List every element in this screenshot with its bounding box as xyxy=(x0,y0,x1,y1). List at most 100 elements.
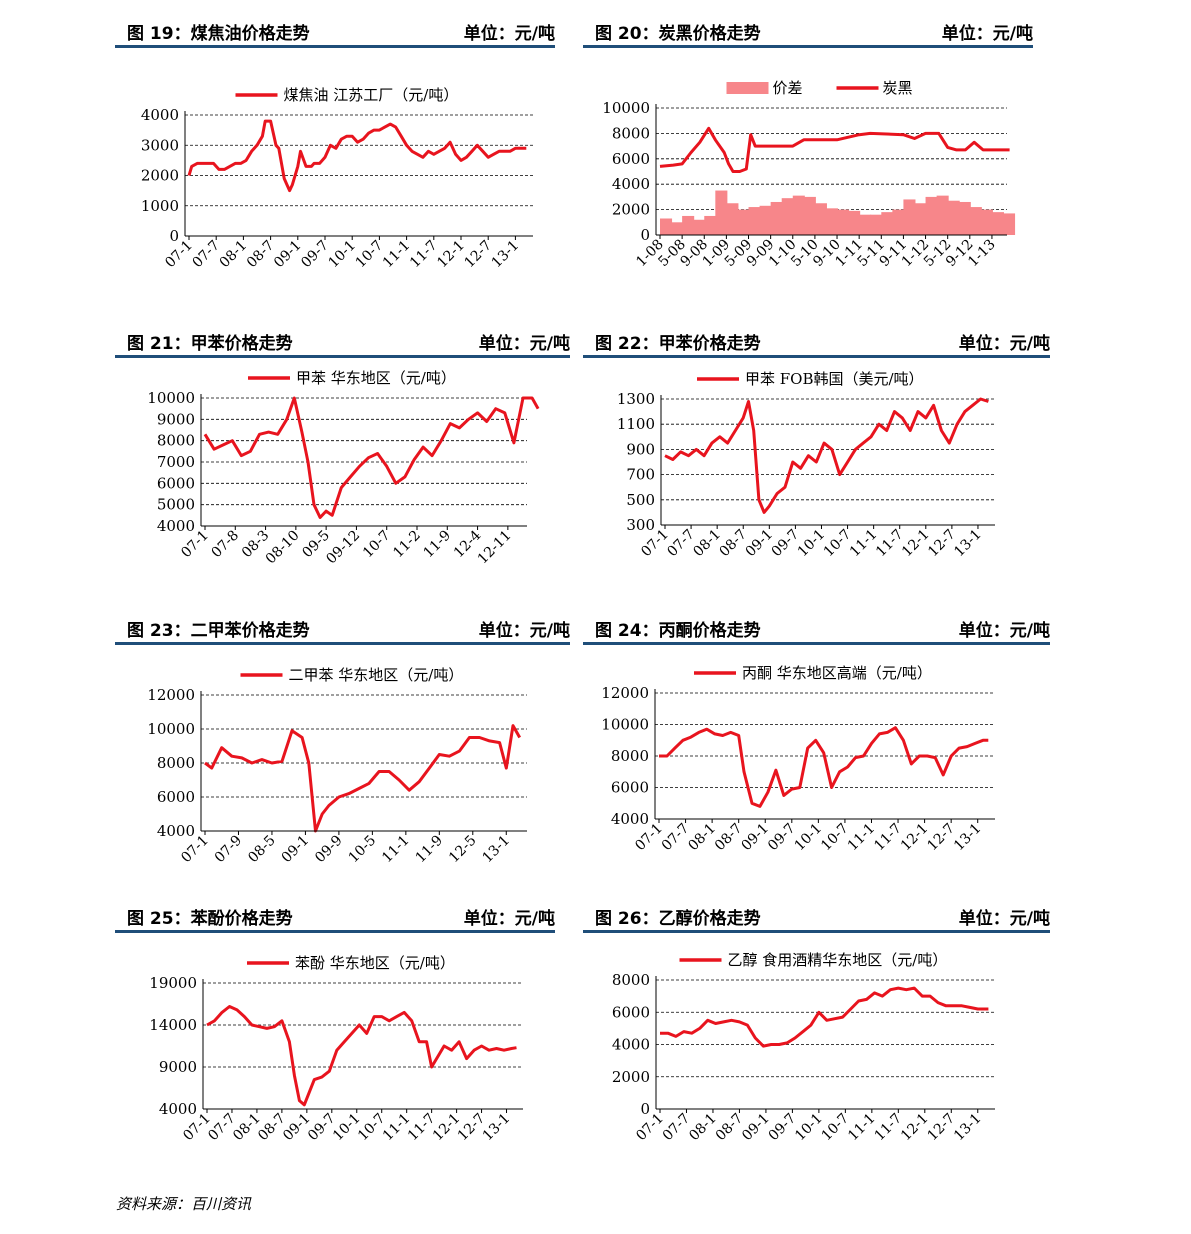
chart-fig22: 3005007009001100130007-107-708-108-709-1… xyxy=(617,370,995,561)
bar xyxy=(748,207,761,235)
x-tick-label: 10-7 xyxy=(818,821,852,855)
x-tick-label: 12-7 xyxy=(925,1111,959,1145)
x-tick-label: 11-1 xyxy=(379,833,413,867)
x-tick-label: 11-7 xyxy=(405,1111,439,1145)
chart-unit: 单位：元/吨 xyxy=(478,334,570,354)
y-tick-label: 8000 xyxy=(612,124,650,142)
panel-header: 图 26：乙醇价格走势 单位：元/吨 xyxy=(583,900,1050,933)
x-tick-label: 13-1 xyxy=(951,821,985,855)
chart-unit: 单位：元/吨 xyxy=(958,621,1050,641)
x-tick-label: 12-1 xyxy=(898,821,932,855)
y-tick-label: 5000 xyxy=(157,496,195,514)
legend-label: 丙酮 华东地区高端（元/吨） xyxy=(742,664,932,682)
y-tick-label: 900 xyxy=(626,440,655,458)
x-tick-label: 09-1 xyxy=(743,527,777,561)
y-tick-label: 9000 xyxy=(159,1058,197,1076)
x-tick-label: 12-1 xyxy=(899,527,933,561)
y-tick-label: 6000 xyxy=(157,474,195,492)
y-tick-label: 4000 xyxy=(611,810,649,828)
x-tick-label: 07-9 xyxy=(212,833,246,867)
panel-header: 图 20：炭黑价格走势 单位：元/吨 xyxy=(583,15,1033,48)
y-tick-label: 2000 xyxy=(141,167,179,185)
panel-header: 图 23：二甲苯价格走势 单位：元/吨 xyxy=(115,612,570,645)
y-tick-label: 2000 xyxy=(612,201,650,219)
bar xyxy=(848,210,861,235)
y-tick-label: 19000 xyxy=(149,974,197,992)
series-line xyxy=(659,126,1010,173)
x-tick-label: 11-1 xyxy=(380,1111,414,1145)
y-tick-label: 4000 xyxy=(612,175,650,193)
bar xyxy=(825,208,839,235)
y-tick-label: 0 xyxy=(640,1100,650,1118)
x-tick-label: 13-1 xyxy=(480,1111,514,1145)
bar xyxy=(781,198,794,235)
panel-fig22: 图 22：甲苯价格走势 单位：元/吨 300 500 700 900 1100 1300 0… xyxy=(583,325,1050,595)
panel-header: 图 19：煤焦油价格走势 单位：元/吨 xyxy=(115,15,555,48)
series-line xyxy=(203,396,540,519)
x-tick-label: 07-1 xyxy=(162,238,196,272)
x-tick-label: 11-7 xyxy=(871,821,905,855)
x-tick-label: 10-7 xyxy=(819,1111,853,1145)
chart-title: 图 26：乙醇价格走势 xyxy=(595,909,761,929)
panel-fig25: 图 25：苯酚价格走势 单位：元/吨 4000 9000 14000 19000 07-… xyxy=(115,900,555,1170)
chart-title: 图 20：炭黑价格走势 xyxy=(595,24,761,44)
x-tick-label: 09-1 xyxy=(739,821,773,855)
chart-unit: 单位：元/吨 xyxy=(941,24,1033,44)
x-tick-label: 10-7 xyxy=(353,238,387,272)
x-tick-label: 12-11 xyxy=(475,528,515,568)
panel-header: 图 25：苯酚价格走势 单位：元/吨 xyxy=(115,900,555,933)
x-tick-label: 08-5 xyxy=(245,833,279,867)
chart-fig25: 40009000140001900007-107-708-108-709-109… xyxy=(149,954,523,1145)
bar xyxy=(958,201,971,235)
bar xyxy=(737,209,750,235)
bar xyxy=(715,190,728,235)
x-tick-label: 10-1 xyxy=(795,527,829,561)
bar xyxy=(969,207,982,235)
chart-unit: 单位：元/吨 xyxy=(478,621,570,641)
legend-label: 炭黑 xyxy=(883,79,913,97)
x-tick-label: 07-7 xyxy=(660,1111,694,1145)
bar xyxy=(803,196,816,235)
y-tick-label: 8000 xyxy=(612,971,650,989)
x-tick-label: 12-5 xyxy=(446,833,480,867)
chart-unit: 单位：元/吨 xyxy=(958,334,1050,354)
bar xyxy=(814,203,827,235)
x-tick-label: 13-1 xyxy=(489,238,523,272)
x-tick-label: 07-7 xyxy=(205,1111,239,1145)
y-tick-label: 1300 xyxy=(617,390,655,408)
x-tick-label: 13-1 xyxy=(951,1111,985,1145)
chart-title: 图 24：丙酮价格走势 xyxy=(595,621,761,641)
x-tick-label: 09-1 xyxy=(739,1111,773,1145)
panel-fig26: 图 26：乙醇价格走势 单位：元/吨 0 2000 4000 6000 8000 07-1… xyxy=(583,900,1050,1170)
bar xyxy=(892,209,905,235)
bar xyxy=(914,203,927,235)
y-tick-label: 3000 xyxy=(141,136,179,154)
bar xyxy=(726,203,739,235)
y-tick-label: 8000 xyxy=(157,754,195,772)
y-tick-label: 7000 xyxy=(157,453,195,471)
y-tick-label: 0 xyxy=(640,226,650,244)
y-tick-label: 6000 xyxy=(611,779,649,797)
x-tick-label: 08-7 xyxy=(712,821,746,855)
legend-label: 苯酚 华东地区（元/吨） xyxy=(295,954,455,972)
x-tick-label: 11-7 xyxy=(407,238,441,272)
bar xyxy=(980,209,993,235)
y-tick-label: 500 xyxy=(626,491,655,509)
chart-fig20: 02000400060008000100001-085-089-081-095-… xyxy=(602,79,1016,270)
panel-header: 图 21：甲苯价格走势 单位：元/吨 xyxy=(115,325,570,358)
bar xyxy=(870,214,883,235)
y-tick-label: 12000 xyxy=(601,684,649,702)
y-tick-label: 12000 xyxy=(147,686,195,704)
x-tick-label: 10-1 xyxy=(325,238,359,272)
chart-unit: 单位：元/吨 xyxy=(463,909,555,929)
chart-title: 图 19：煤焦油价格走势 xyxy=(127,24,310,44)
chart-unit: 单位：元/吨 xyxy=(958,909,1050,929)
legend-swatch xyxy=(726,82,769,94)
x-tick-label: 10-1 xyxy=(792,821,826,855)
x-tick-label: 07-1 xyxy=(633,1111,667,1145)
legend-label: 甲苯 FOB韩国（美元/吨） xyxy=(745,370,924,388)
series-line xyxy=(664,397,989,514)
chart-title: 图 25：苯酚价格走势 xyxy=(127,909,293,929)
panel-fig21: 图 21：甲苯价格走势 单位：元/吨 4000 5000 6000 7000 8000 9… xyxy=(115,325,570,595)
x-tick-label: 10-1 xyxy=(330,1111,364,1145)
